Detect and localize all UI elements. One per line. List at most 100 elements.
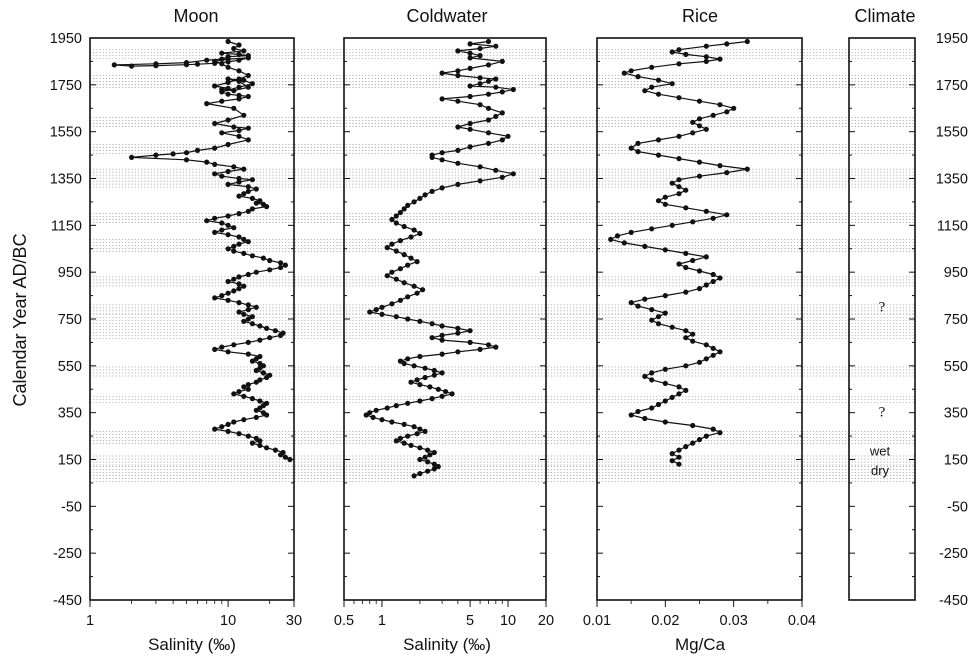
data-point: [245, 188, 251, 194]
data-point: [429, 396, 435, 402]
data-point: [408, 442, 414, 448]
data-point: [467, 144, 473, 150]
data-point: [477, 75, 483, 81]
x-tick-label: 0.02: [651, 613, 679, 629]
right-y-axis: 1950 1750 1550 1350 1150 950 750 550 350 150 -50 -2…: [936, 31, 968, 609]
shaded-band: [90, 239, 915, 252]
data-point: [493, 344, 499, 350]
data-point: [467, 120, 473, 127]
data-point: [278, 332, 284, 338]
data-point: [683, 387, 689, 393]
data-point: [676, 177, 682, 183]
data-point: [170, 151, 176, 157]
data-point: [264, 412, 270, 418]
data-point: [236, 241, 242, 247]
data-point: [696, 268, 703, 274]
data-point: [245, 386, 251, 392]
data-point: [485, 38, 492, 45]
data-point: [231, 288, 237, 294]
data-point: [393, 403, 399, 409]
data-point: [405, 294, 411, 300]
data-point: [683, 264, 689, 271]
data-point: [431, 367, 437, 374]
data-point: [393, 438, 399, 444]
y-tick-label-left: 950: [58, 265, 82, 281]
data-point: [389, 419, 395, 425]
data-point: [245, 302, 251, 308]
data-point: [245, 84, 251, 90]
data-point: [389, 216, 395, 223]
y-tick-label-right: -250: [939, 546, 968, 562]
y-tick-label-right: 350: [944, 406, 968, 422]
data-point: [245, 93, 251, 100]
data-point: [662, 419, 668, 425]
data-point: [249, 321, 255, 327]
data-point: [417, 230, 423, 237]
data-point: [642, 296, 648, 302]
data-point: [257, 438, 263, 444]
series-line: [364, 40, 516, 477]
x-tick-label: 20: [538, 613, 554, 629]
data-point: [417, 398, 423, 404]
data-point: [422, 374, 428, 381]
data-point: [379, 417, 385, 423]
data-point: [485, 78, 492, 84]
data-point: [231, 45, 237, 52]
data-point: [236, 309, 242, 315]
data-point: [257, 442, 263, 448]
data-point: [649, 317, 655, 323]
data-point: [676, 391, 682, 397]
data-point: [710, 345, 716, 351]
data-point: [204, 101, 210, 107]
shaded-band: [90, 313, 915, 339]
data-point: [696, 173, 703, 179]
data-point: [264, 374, 270, 381]
data-point: [225, 297, 231, 303]
panels: 1 10 30 0.5 1 5 10 20 0.01 0.02 0.03 0.04?? wet dry: [86, 37, 916, 629]
data-point: [724, 170, 730, 176]
data-point: [455, 72, 461, 79]
data-point: [439, 332, 445, 338]
data-point: [717, 275, 723, 281]
data-point: [439, 337, 445, 343]
data-point: [724, 41, 730, 47]
data-point: [267, 267, 273, 273]
data-point: [231, 225, 237, 231]
data-point: [225, 85, 231, 91]
data-point: [231, 124, 237, 130]
data-point: [219, 227, 225, 233]
data-point: [662, 310, 668, 316]
shaded-band: [90, 49, 915, 60]
data-point: [401, 223, 407, 230]
x-axis-label-moon: Salinity (‰): [148, 635, 236, 654]
shaded-band: [90, 395, 915, 403]
y-tick-label-right: 550: [944, 359, 968, 375]
data-point: [129, 154, 135, 160]
data-point: [111, 62, 117, 68]
data-point: [467, 328, 473, 334]
data-point: [499, 137, 505, 143]
data-point: [370, 414, 376, 420]
data-point: [414, 431, 420, 437]
data-point: [411, 283, 417, 289]
data-point: [744, 38, 750, 45]
data-point: [236, 42, 242, 48]
data-point: [669, 49, 675, 55]
data-point: [417, 471, 423, 477]
data-point: [225, 168, 231, 175]
data-point: [439, 370, 445, 376]
data-point: [676, 191, 682, 197]
data-point: [245, 184, 251, 190]
data-point: [231, 391, 237, 397]
data-point: [236, 300, 242, 306]
data-point: [253, 407, 259, 413]
data-point: [477, 53, 483, 59]
data-point: [225, 91, 231, 97]
data-point: [401, 421, 407, 427]
y-tick-label-right: 1950: [936, 31, 968, 47]
left-y-axis: 1950 1750 1550 1350 1150 950 750 550 350 150 -50 -2…: [50, 31, 82, 609]
data-point: [236, 133, 242, 139]
data-point: [467, 126, 473, 132]
data-point: [717, 163, 723, 169]
